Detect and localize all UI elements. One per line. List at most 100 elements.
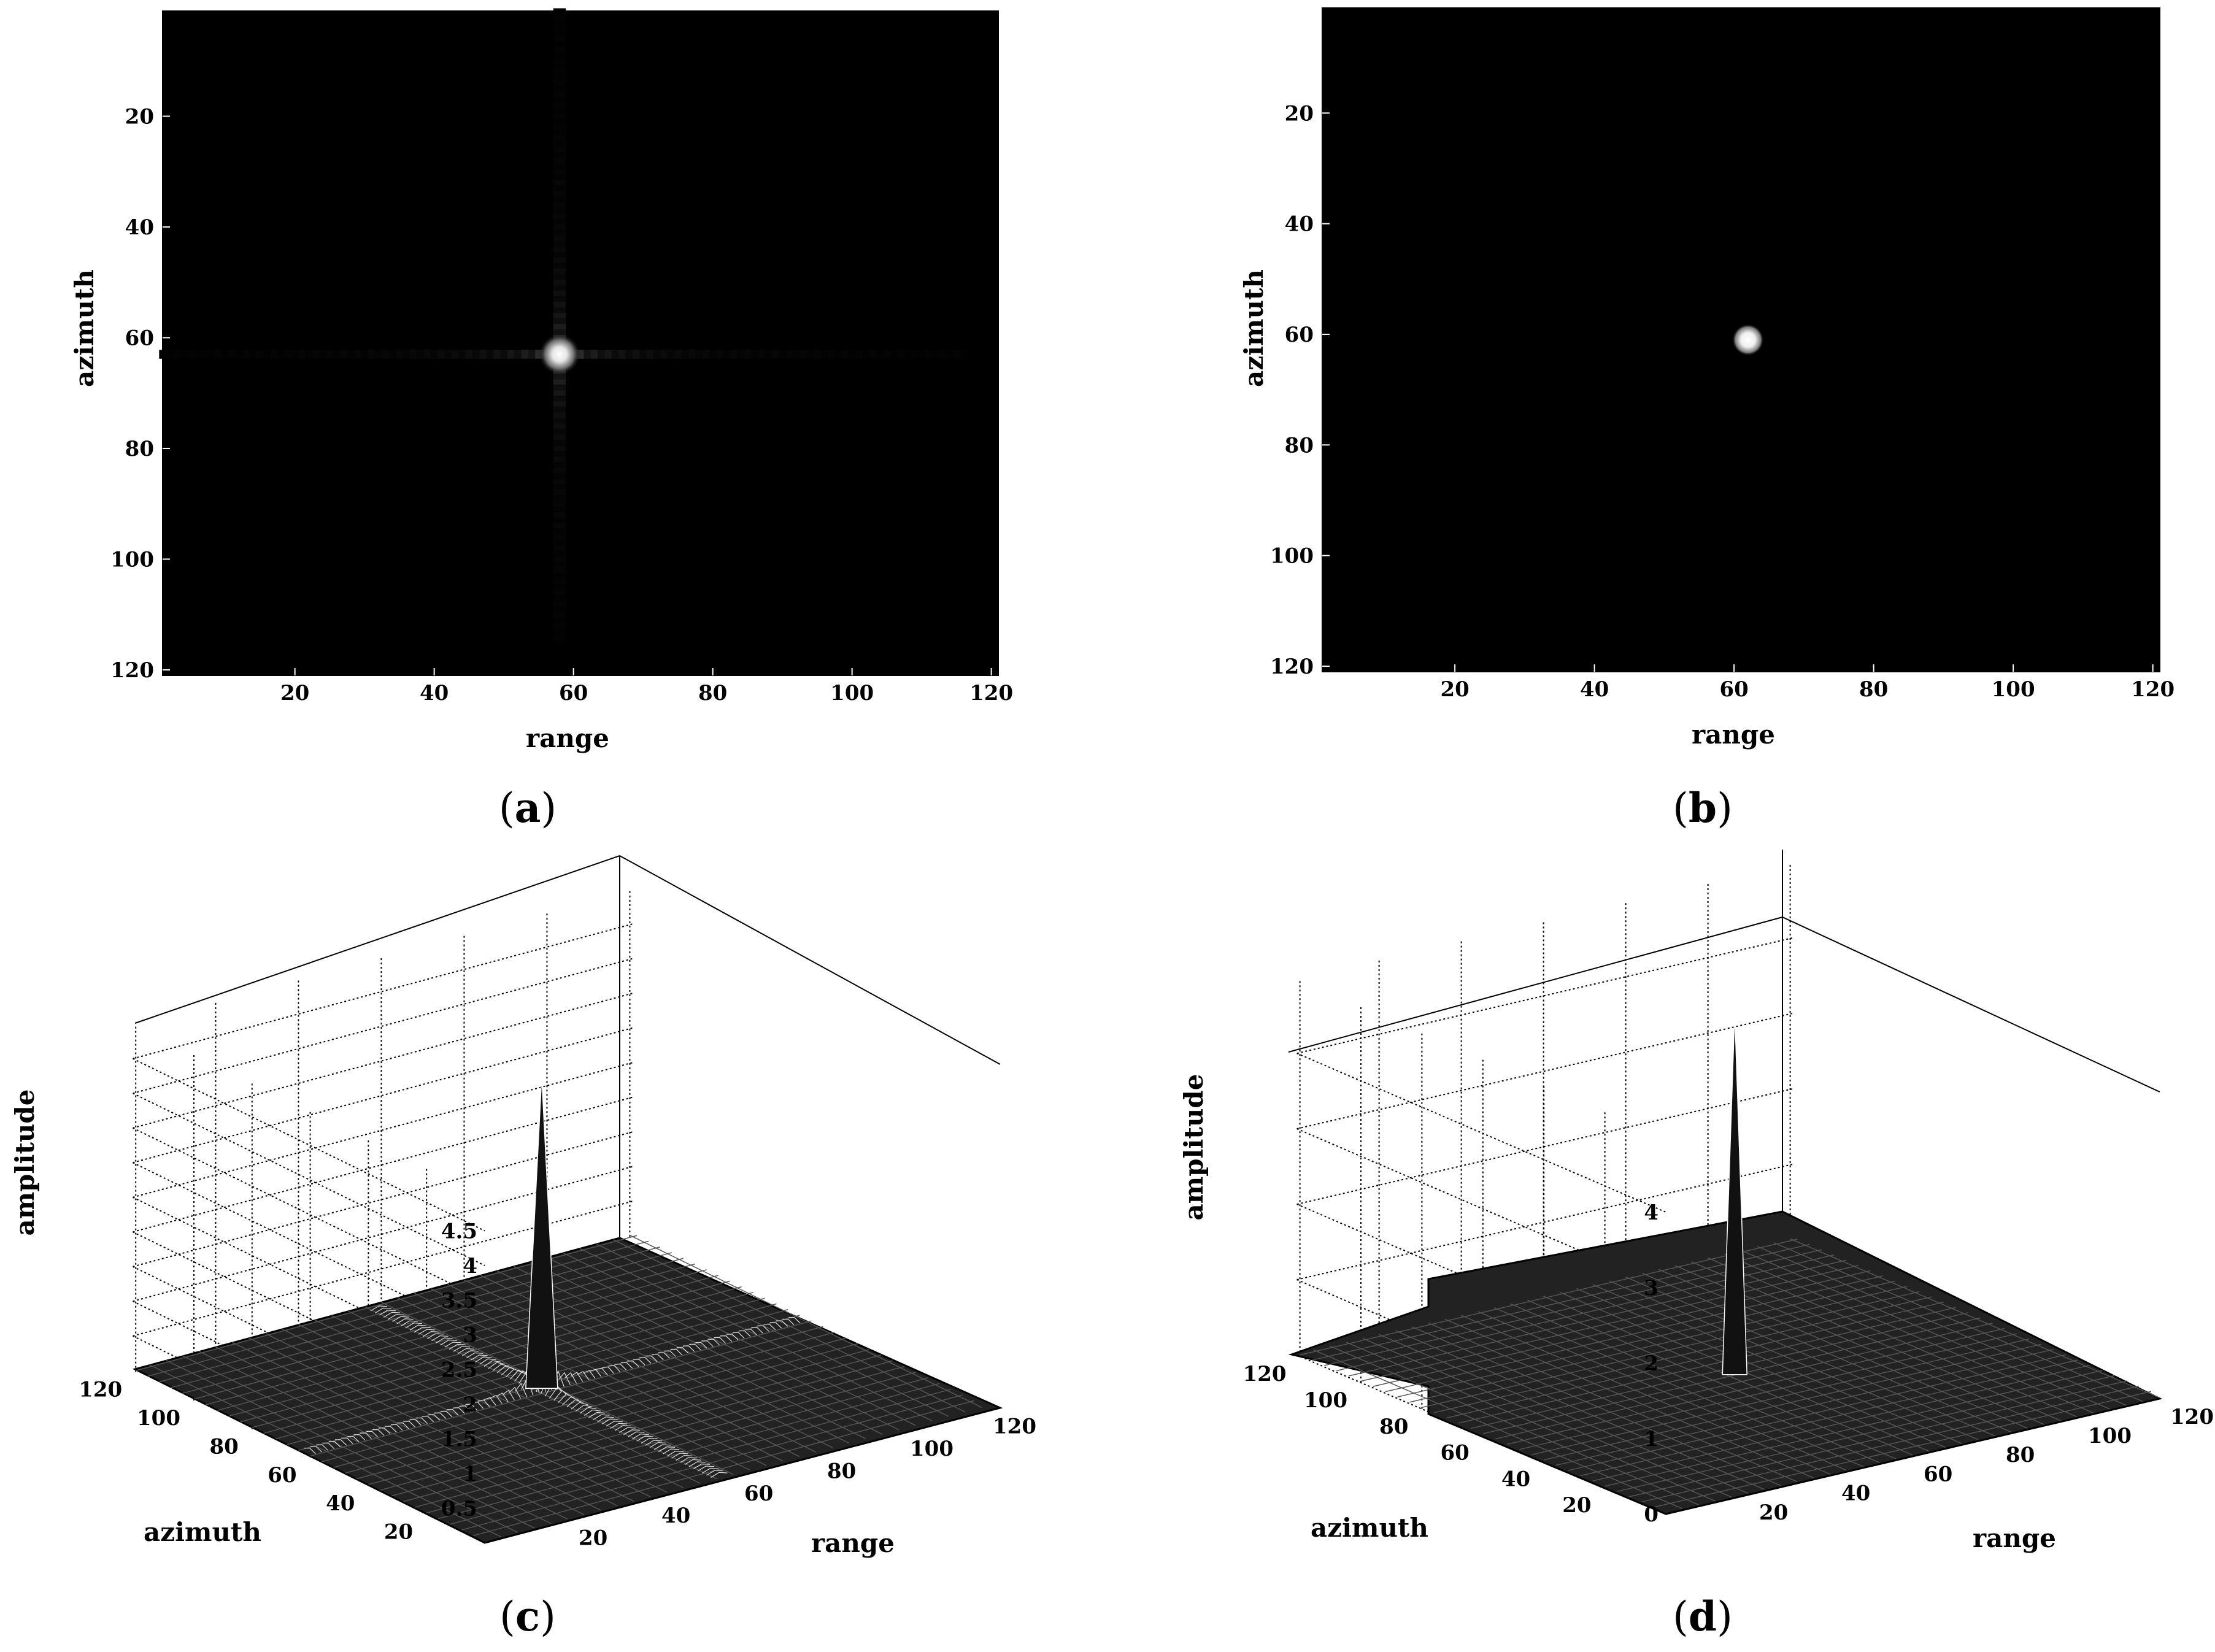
c-azimuth-sidelobe <box>440 1339 457 1346</box>
d-mesh-line <box>1495 1323 1993 1440</box>
range-sidelobe <box>291 350 299 359</box>
range-sidelobe <box>417 350 424 359</box>
b-xtick-label: 100 <box>1992 677 2035 702</box>
c-range-sidelobe <box>496 1393 509 1402</box>
range-sidelobe <box>806 350 814 359</box>
c-azimuth-sidelobe <box>383 1312 401 1318</box>
c-zgrid-line <box>133 1058 485 1232</box>
d-ztick-label: 4 <box>1644 1201 1658 1225</box>
range-sidelobe <box>841 350 849 359</box>
c-range-sidelobe <box>776 1320 788 1327</box>
azimuth-sidelobe <box>553 74 566 80</box>
c-range-sidelobe <box>626 1361 639 1367</box>
b-ytick-label: 60 <box>1285 323 1314 347</box>
c-range-sidelobe <box>751 1327 763 1334</box>
c-range-sidelobe <box>739 1330 751 1337</box>
azimuth-sidelobe <box>553 296 566 302</box>
range-sidelobe <box>932 350 939 359</box>
azimuth-sidelobe <box>553 517 566 523</box>
panel-d-caption: (d) <box>1673 1592 1733 1640</box>
c-azimuth-tick-label: 40 <box>326 1491 355 1516</box>
c-azimuth-sidelobe <box>444 1342 461 1348</box>
azimuth-sidelobe <box>553 301 566 307</box>
range-sidelobe <box>591 350 598 359</box>
d-mesh-line <box>1510 1303 1880 1464</box>
range-sidelobe <box>270 350 278 359</box>
range-sidelobe <box>758 350 765 359</box>
range-sidelobe <box>388 350 396 359</box>
azimuth-sidelobe <box>553 634 566 640</box>
c-range-sidelobe <box>403 1421 415 1427</box>
c-range-sidelobe <box>397 1423 409 1429</box>
d-azimuth-tick-label: 100 <box>1304 1388 1347 1413</box>
range-sidelobe <box>277 350 285 359</box>
c-mesh-line <box>380 1354 882 1491</box>
c-range-sidelobe <box>441 1410 453 1418</box>
range-sidelobe <box>263 350 271 359</box>
panel-c-mesh <box>136 1234 982 1538</box>
c-azimuth-sidelobe <box>396 1318 414 1324</box>
c-mesh-line <box>310 1320 812 1457</box>
d-zgrid-line <box>1296 937 1795 1055</box>
azimuth-sidelobe <box>553 130 566 136</box>
azimuth-sidelobe <box>553 523 566 529</box>
azimuth-sidelobe <box>553 19 566 25</box>
c-range-sidelobe <box>726 1334 739 1340</box>
azimuth-sidelobe <box>553 385 566 391</box>
d-mesh-line <box>1604 1370 2103 1487</box>
c-azimuth-sidelobe <box>711 1472 728 1478</box>
c-ztick-label: 1 <box>463 1462 477 1486</box>
c-range-sidelobe <box>453 1407 465 1414</box>
d-ztick-label: 3 <box>1644 1276 1658 1300</box>
d-range-tick-label: 100 <box>2088 1424 2132 1448</box>
c-azimuth-sidelobe <box>593 1414 610 1420</box>
c-range-tick-label: 100 <box>910 1437 953 1461</box>
azimuth-sidelobe <box>553 539 566 545</box>
range-sidelobe <box>681 350 688 359</box>
range-sidelobe <box>702 350 709 359</box>
azimuth-sidelobe <box>553 279 566 285</box>
c-ztick-label: 4 <box>463 1254 477 1278</box>
range-sidelobe <box>187 350 195 359</box>
a-xtick-label: 100 <box>830 681 874 705</box>
azimuth-sidelobe <box>553 429 566 435</box>
azimuth-sidelobe <box>553 85 566 91</box>
range-sidelobe <box>514 350 522 359</box>
c-range-sidelobe <box>471 1401 484 1409</box>
c-range-sidelobe <box>695 1342 707 1349</box>
c-azimuth-sidelobe <box>697 1466 715 1472</box>
azimuth-sidelobe <box>553 396 566 402</box>
range-sidelobe <box>382 350 389 359</box>
d-mesh-line <box>1409 1286 1908 1403</box>
range-sidelobe <box>584 350 591 359</box>
d-range-tick-label: 40 <box>1841 1481 1870 1506</box>
c-range-sidelobe <box>714 1337 726 1344</box>
azimuth-sidelobe <box>553 423 566 429</box>
c-zgrid-line <box>133 1127 485 1301</box>
range-sidelobe <box>820 350 828 359</box>
c-range-sidelobe <box>304 1447 316 1454</box>
azimuth-sidelobe <box>553 617 566 623</box>
c-azimuth-sidelobe <box>566 1399 584 1408</box>
c-range-sidelobe <box>733 1332 745 1339</box>
panel-c-xlabel: range <box>811 1528 895 1558</box>
c-range-sidelobe <box>515 1383 528 1397</box>
a-ytick-label: 120 <box>110 658 154 683</box>
panel-d: 0 1 2 3 4 20 40 60 80 100 120 20 40 60 80 100 120 ampl… <box>1179 850 2214 1640</box>
d-azimuth-tick-label: 60 <box>1440 1441 1469 1466</box>
d-mesh-line <box>1592 1284 1962 1444</box>
c-azimuth-sidelobe <box>562 1396 580 1405</box>
azimuth-sidelobe <box>553 506 566 512</box>
panel-d-peak <box>1722 1012 1748 1375</box>
c-mesh-line <box>193 1263 695 1400</box>
d-mesh-line <box>1493 1307 1863 1467</box>
c-mesh-line <box>228 1280 730 1417</box>
panel-b: 20 40 60 80 100 120 20 40 60 80 100 120 range azim… <box>1239 7 2175 832</box>
panel-b-axes-box <box>1322 7 2160 672</box>
azimuth-sidelobe <box>553 545 566 551</box>
c-azimuth-sidelobe <box>671 1453 688 1459</box>
d-mesh-line <box>1580 1359 2078 1477</box>
d-azimuth-tick-label: 80 <box>1379 1415 1408 1439</box>
a-xtick-label: 20 <box>280 681 309 705</box>
range-sidelobe <box>751 350 758 359</box>
